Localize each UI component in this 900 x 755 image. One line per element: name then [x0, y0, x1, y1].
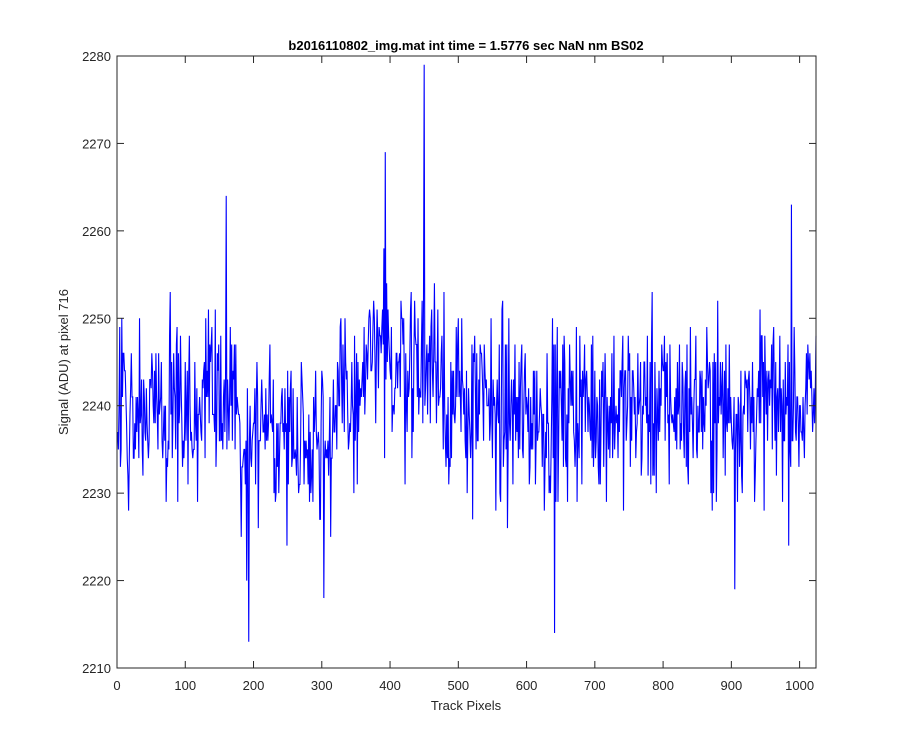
- x-tick-label: 900: [721, 678, 743, 693]
- series-layer: [117, 64, 817, 642]
- x-tick-label: 0: [113, 678, 120, 693]
- x-tick-label: 500: [447, 678, 469, 693]
- y-tick-label: 2230: [82, 486, 111, 501]
- x-tick-label: 200: [243, 678, 265, 693]
- x-tick-label: 800: [652, 678, 674, 693]
- plot-area: [117, 56, 816, 668]
- chart-title: b2016110802_img.mat int time = 1.5776 se…: [288, 38, 643, 53]
- y-axis-label: Signal (ADU) at pixel 716: [56, 289, 71, 435]
- x-tick-label: 600: [516, 678, 538, 693]
- y-tick-label: 2250: [82, 311, 111, 326]
- y-tick-label: 2220: [82, 574, 111, 589]
- x-tick-label: 700: [584, 678, 606, 693]
- y-tick-label: 2280: [82, 49, 111, 64]
- x-tick-label: 1000: [785, 678, 814, 693]
- x-tick-label: 300: [311, 678, 333, 693]
- y-tick-label: 2240: [82, 399, 111, 414]
- axes-box: [116, 55, 817, 669]
- y-tick-label: 2210: [82, 661, 111, 676]
- y-tick-label: 2260: [82, 224, 111, 239]
- ticks-layer: 0 100 200 300 400 500 600 700 800 900 1000 2210 2220…: [82, 49, 816, 693]
- series-line: [117, 64, 817, 642]
- y-tick-label: 2270: [82, 136, 111, 151]
- x-axis-label: Track Pixels: [431, 698, 502, 713]
- axes-layer: [116, 55, 817, 669]
- x-tick-label: 100: [174, 678, 196, 693]
- x-tick-label: 400: [379, 678, 401, 693]
